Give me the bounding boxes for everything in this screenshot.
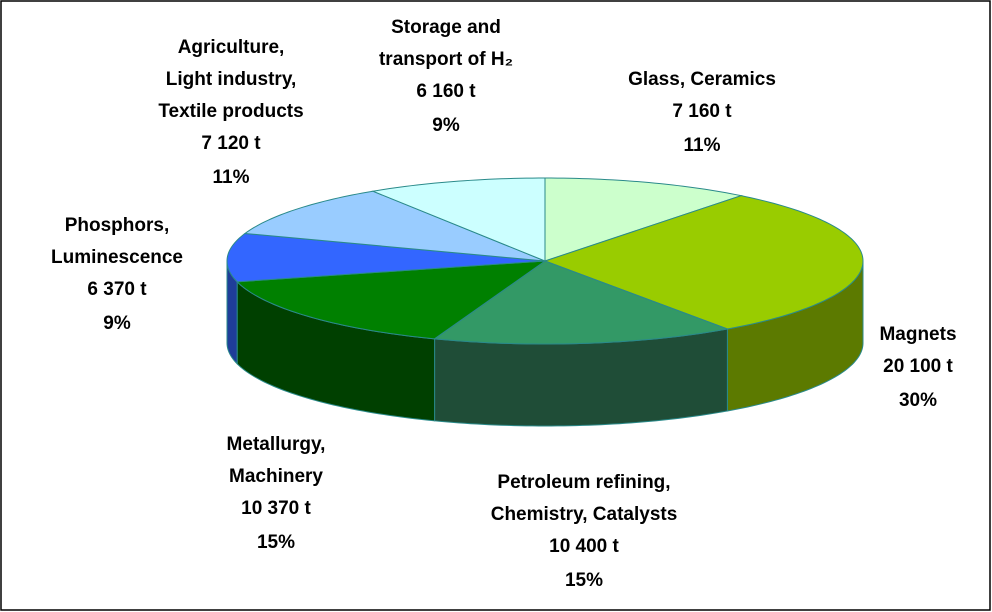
slice (543, 195, 864, 330)
percent-label: 11% (684, 135, 721, 156)
slice-label: Agriculture, (178, 37, 285, 58)
value-label: 6 160 t (416, 81, 476, 102)
value-label: 20 100 t (883, 356, 953, 377)
slice-label: Chemistry, Catalysts (491, 504, 678, 525)
slice (236, 260, 547, 340)
slice (243, 190, 546, 262)
slice-label: Light industry, (166, 69, 297, 90)
slice-label: Petroleum refining, (497, 472, 670, 493)
value-label: 10 370 t (241, 498, 311, 519)
slice-label: Metallurgy, (227, 434, 326, 455)
value-label: 6 370 t (87, 279, 147, 300)
slice-label: Storage and (391, 17, 501, 38)
slice-label: Phosphors, (65, 215, 170, 236)
percent-label: 11% (213, 167, 250, 188)
percent-label: 30% (899, 390, 937, 411)
percent-label: 9% (103, 313, 131, 334)
slice-label: Magnets (879, 324, 956, 345)
value-label: 10 400 t (549, 536, 619, 557)
slice-labels: Glass, Ceramics 7 160 t 11% Magnets 20 100 t… (51, 17, 957, 591)
slice-label: transport of H₂ (379, 49, 513, 70)
value-label: 7 120 t (201, 133, 261, 154)
value-label: 7 160 t (672, 101, 732, 122)
percent-label: 9% (432, 115, 460, 136)
percent-label: 15% (257, 532, 295, 553)
pie-sides (226, 260, 864, 427)
slice (544, 177, 744, 262)
slice (433, 260, 730, 345)
pie-tops (226, 177, 864, 345)
slice-label: Glass, Ceramics (628, 69, 776, 90)
slice (226, 232, 546, 283)
slice (371, 177, 546, 262)
percent-label: 15% (565, 570, 603, 591)
slice-label: Luminescence (51, 247, 183, 268)
slice-label: Machinery (229, 466, 323, 487)
slice-label: Textile products (158, 101, 303, 122)
